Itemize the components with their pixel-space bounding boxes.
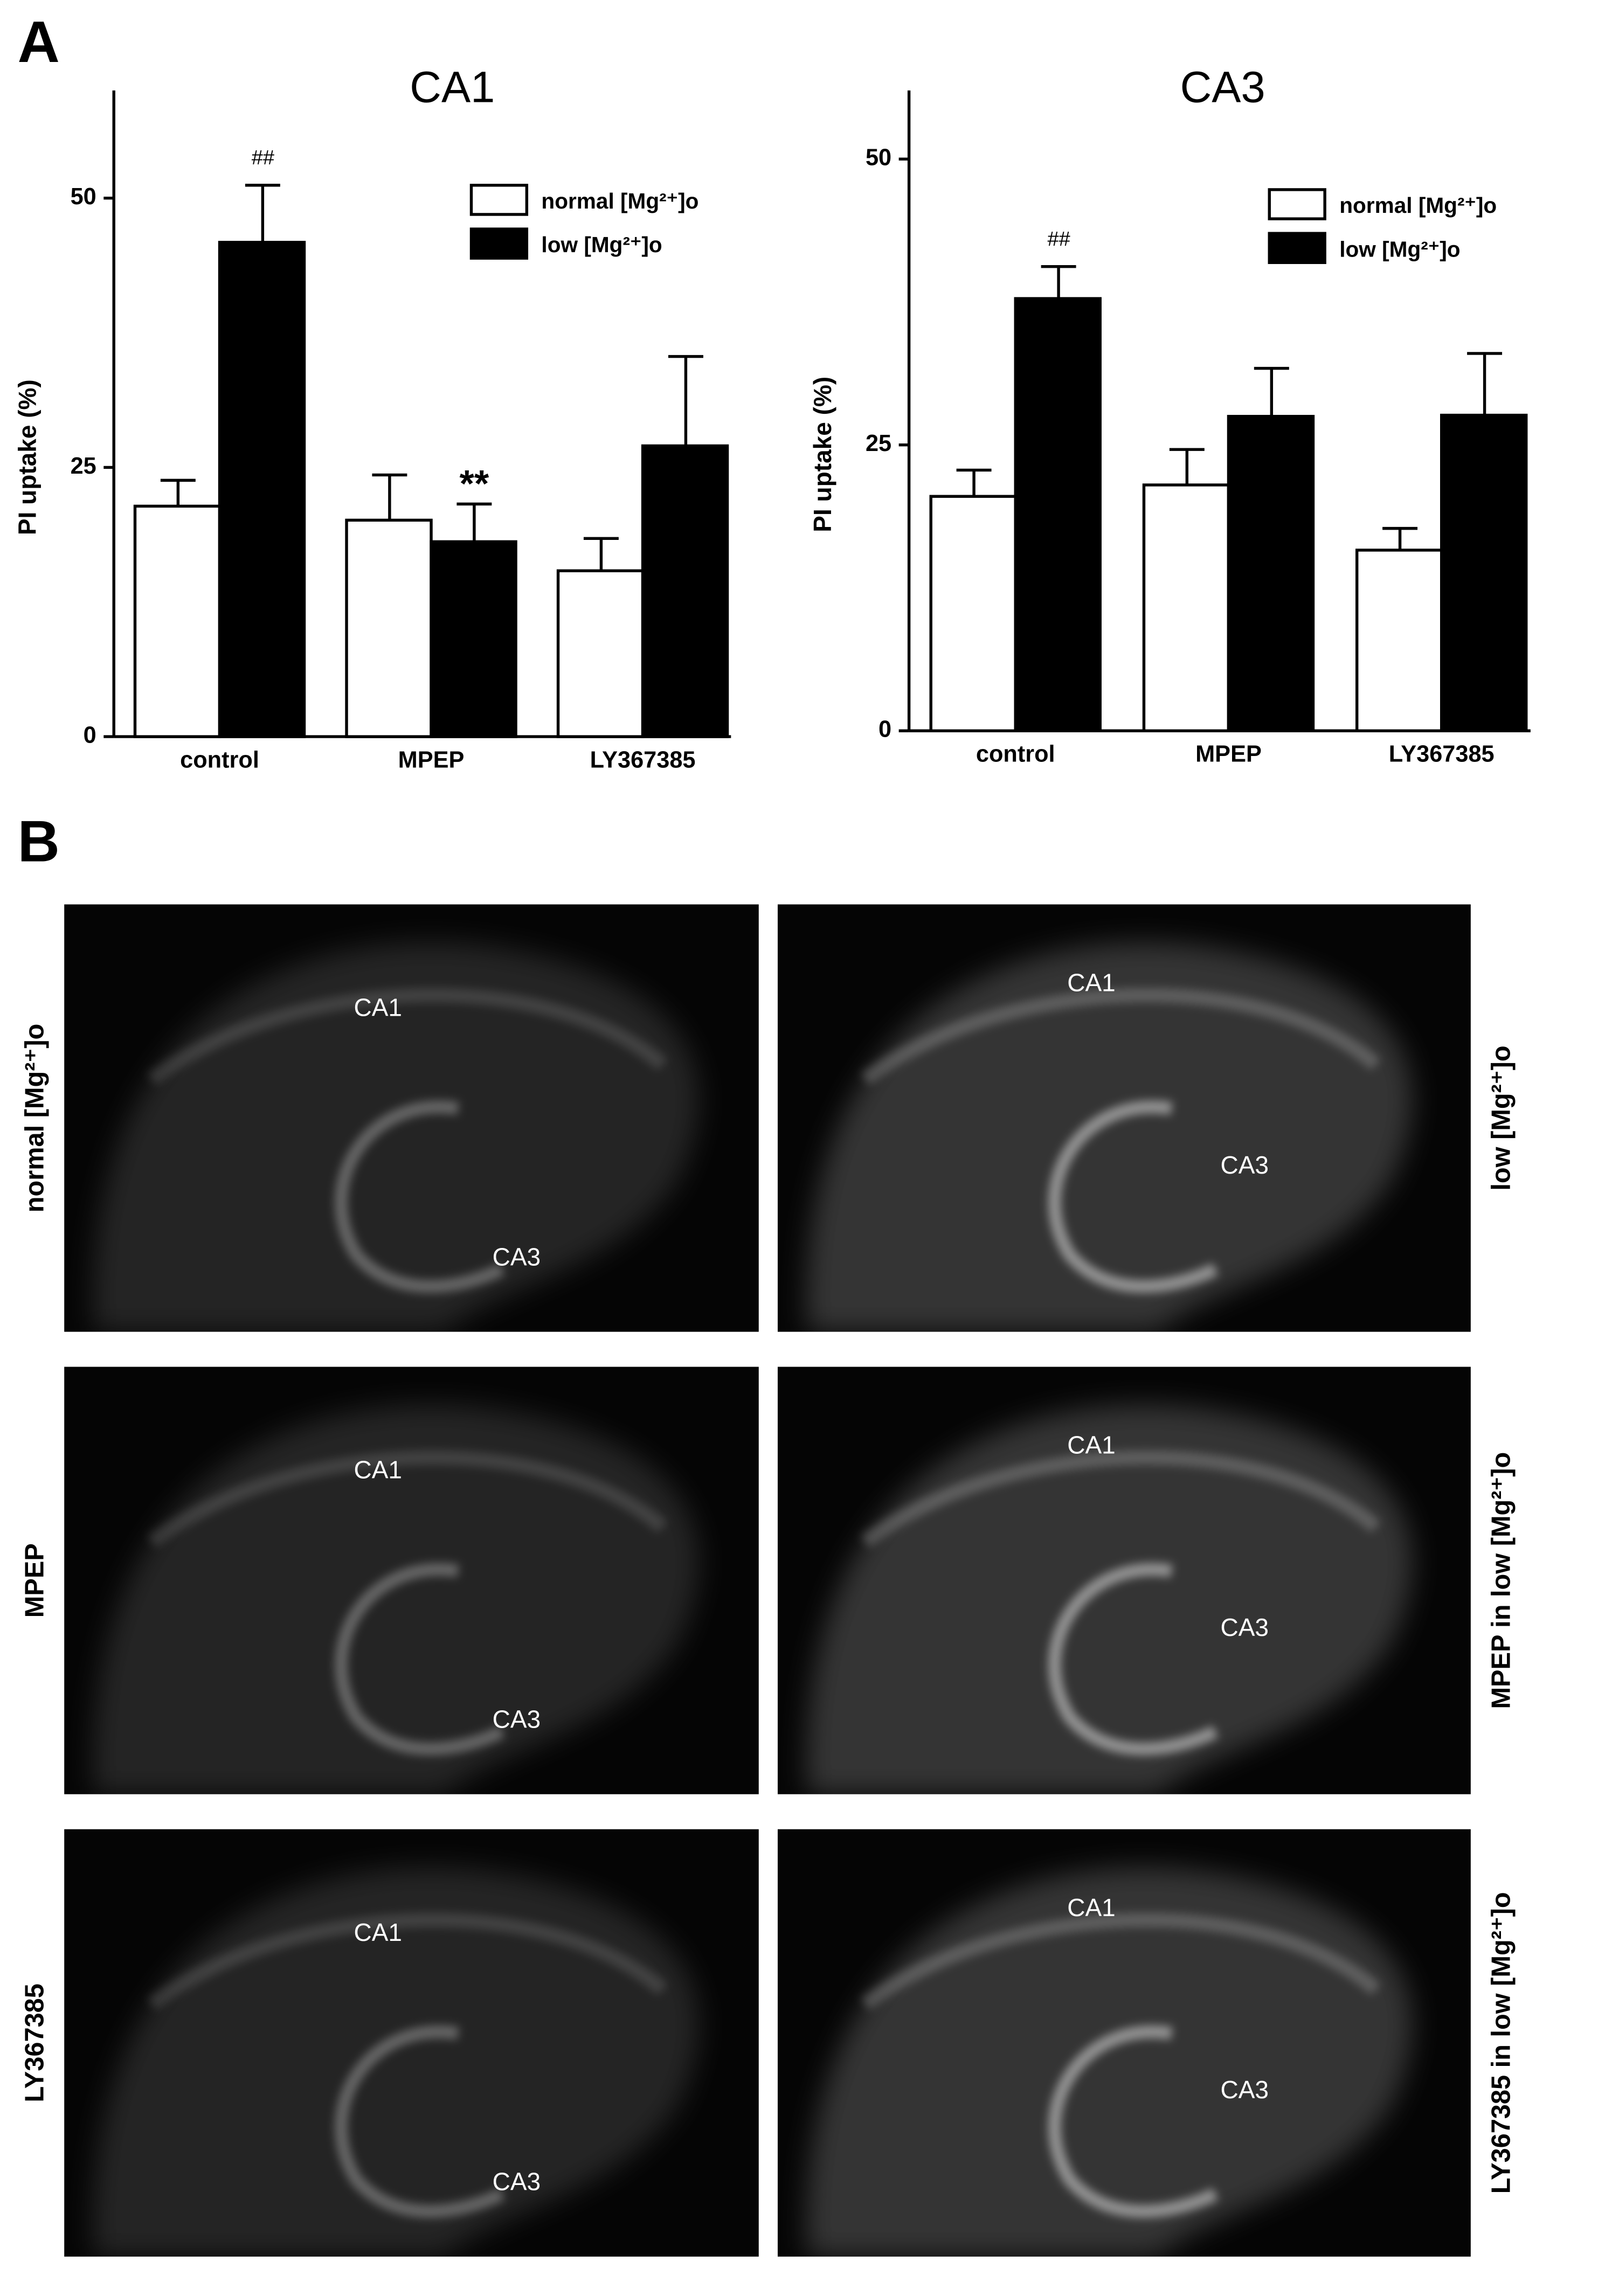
annotation: ## bbox=[251, 147, 274, 169]
tissue-body bbox=[93, 942, 699, 1332]
tissue bbox=[806, 1404, 1413, 1794]
y-tick-label: 25 bbox=[71, 453, 96, 479]
cell-layer bbox=[861, 1912, 1381, 2010]
legend-swatch bbox=[1268, 232, 1326, 264]
cell-layer bbox=[147, 988, 668, 1085]
bar bbox=[430, 540, 517, 738]
cell-layer bbox=[334, 1563, 505, 1756]
panel-label: B bbox=[18, 809, 60, 874]
cell-layer bbox=[1048, 2025, 1219, 2218]
bar bbox=[218, 240, 306, 738]
bar bbox=[345, 518, 433, 738]
annotation: ## bbox=[1047, 228, 1070, 251]
cell-layer bbox=[147, 1450, 668, 1548]
x-tick-label: LY367385 bbox=[1389, 741, 1495, 767]
tissue bbox=[806, 1867, 1413, 2257]
panel-label: A bbox=[18, 9, 60, 74]
tissue bbox=[93, 942, 699, 1332]
chart-title: CA1 bbox=[410, 63, 495, 112]
cell-layer bbox=[1048, 1100, 1219, 1293]
bar bbox=[641, 444, 729, 738]
legend-swatch bbox=[469, 184, 529, 216]
cell-layer bbox=[334, 2025, 505, 2218]
tissue-body bbox=[806, 942, 1413, 1332]
tissue bbox=[806, 942, 1413, 1332]
chart-title: CA3 bbox=[1180, 63, 1265, 112]
bar bbox=[556, 569, 645, 738]
y-tick-label: 0 bbox=[84, 723, 96, 748]
bar bbox=[1142, 483, 1230, 732]
row-label: low [Mg²⁺]o bbox=[1486, 1045, 1516, 1190]
bar bbox=[133, 504, 222, 738]
region-label: CA1 bbox=[354, 1456, 402, 1484]
region-label: CA3 bbox=[493, 1705, 541, 1733]
legend-label: normal [Mg²⁺]o bbox=[1339, 193, 1497, 218]
bar bbox=[929, 495, 1017, 732]
y-tick-label: 50 bbox=[71, 184, 96, 210]
row-label: normal [Mg²⁺]o bbox=[20, 1024, 50, 1212]
bar bbox=[1355, 549, 1443, 732]
y-tick-label: 50 bbox=[866, 145, 891, 171]
region-label: CA3 bbox=[493, 2168, 541, 2196]
cell-layer bbox=[147, 1912, 668, 2010]
cell-layer bbox=[861, 988, 1381, 1085]
region-label: CA1 bbox=[1067, 1431, 1116, 1459]
bar bbox=[1014, 297, 1102, 732]
region-label: CA3 bbox=[1220, 1613, 1269, 1641]
region-label: CA1 bbox=[354, 993, 402, 1021]
cell-layer bbox=[861, 1450, 1381, 1548]
x-tick-label: LY367385 bbox=[590, 747, 696, 773]
tissue-body bbox=[806, 1404, 1413, 1794]
region-label: CA3 bbox=[1220, 2076, 1269, 2104]
bar bbox=[1227, 414, 1315, 732]
row-label: MPEP in low [Mg²⁺]o bbox=[1486, 1452, 1516, 1709]
y-axis-label: PI uptake (%) bbox=[808, 377, 836, 532]
tissue bbox=[93, 1404, 699, 1794]
region-label: CA3 bbox=[493, 1243, 541, 1271]
y-tick-label: 0 bbox=[878, 717, 891, 743]
y-tick-label: 25 bbox=[866, 431, 891, 456]
cell-layer bbox=[1048, 1563, 1219, 1756]
tissue-body bbox=[93, 1404, 699, 1794]
x-tick-label: MPEP bbox=[1195, 741, 1262, 767]
y-axis-label: PI uptake (%) bbox=[13, 379, 41, 535]
x-tick-label: control bbox=[180, 747, 259, 773]
annotation: ** bbox=[460, 462, 489, 504]
legend-label: low [Mg²⁺]o bbox=[541, 232, 662, 257]
cell-layer bbox=[334, 1100, 505, 1293]
legend-swatch bbox=[469, 227, 529, 260]
region-label: CA1 bbox=[1067, 1893, 1116, 1922]
tissue-body bbox=[806, 1867, 1413, 2257]
row-label: MPEP bbox=[20, 1543, 50, 1618]
legend-label: low [Mg²⁺]o bbox=[1339, 237, 1460, 261]
legend-label: normal [Mg²⁺]o bbox=[541, 189, 698, 213]
region-label: CA1 bbox=[354, 1918, 402, 1946]
tissue bbox=[93, 1867, 699, 2257]
tissue-body bbox=[93, 1867, 699, 2257]
legend-swatch bbox=[1268, 188, 1326, 220]
region-label: CA3 bbox=[1220, 1151, 1269, 1179]
bar bbox=[1440, 413, 1528, 732]
row-label: LY367385 bbox=[20, 1983, 50, 2102]
row-label: LY367385 in low [Mg²⁺]o bbox=[1486, 1892, 1516, 2194]
region-label: CA1 bbox=[1067, 968, 1116, 996]
x-tick-label: control bbox=[976, 741, 1055, 767]
x-tick-label: MPEP bbox=[398, 747, 465, 773]
